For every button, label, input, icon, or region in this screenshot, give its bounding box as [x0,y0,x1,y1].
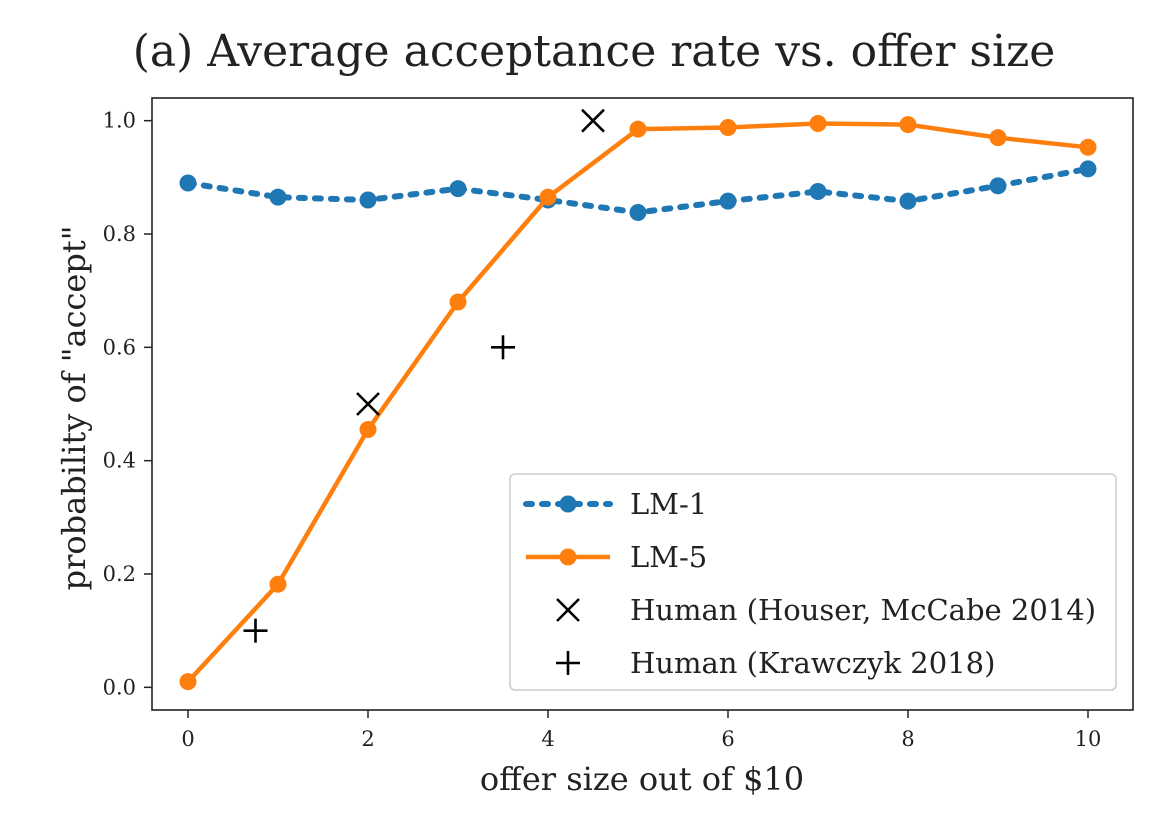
series-point-0 [629,203,647,221]
series-point-3 [243,618,268,643]
series-point-0 [719,192,737,210]
series-point-0 [449,180,467,198]
series-point-0 [359,191,377,209]
legend-label: Human (Houser, McCabe 2014) [630,593,1096,627]
legend-handle-marker [559,495,577,513]
legend-label: Human (Krawczyk 2018) [630,646,995,680]
series-point-1 [899,116,917,134]
legend-item: Human (Krawczyk 2018) [556,646,995,680]
y-tick-label: 0.4 [103,449,136,473]
series-point-0 [179,174,197,192]
chart-title: (a) Average acceptance rate vs. offer si… [133,26,1056,77]
legend-handle [556,651,580,675]
plot-area: 0 2 4 6 8 10 0.0 0.2 0.4 0.6 0.8 1.0 [103,97,1134,751]
series-point-0 [1079,160,1097,178]
x-tick-label: 10 [1075,727,1102,751]
series-point-1 [449,293,467,311]
y-tick-label: 0.2 [103,562,136,586]
legend-item: LM-1 [523,487,707,521]
y-axis-label: probability of "accept" [55,226,93,591]
y-tick-label: 0.8 [103,222,136,246]
x-tick-label: 0 [181,727,194,751]
legend-handle-marker [559,548,577,566]
series-point-0 [809,183,827,200]
legend-item: LM-5 [526,540,707,574]
series-point-1 [359,421,377,438]
series-point-1 [989,129,1007,147]
series-point-1 [629,120,647,138]
y-tick-label: 0.0 [103,675,136,699]
legend-handle [556,598,580,622]
series-point-3 [491,335,515,360]
x-axis-label: offer size out of $10 [480,760,804,798]
x-tick-label: 8 [901,727,914,751]
series-point-1 [179,673,197,691]
series-point-0 [989,177,1007,195]
legend-label: LM-5 [630,540,707,574]
x-tick-label: 6 [721,727,734,751]
plot-frame [151,97,1134,711]
legend-box [509,473,1117,691]
x-tick-label: 2 [361,727,374,751]
series-point-2 [356,392,380,416]
legend-item: Human (Houser, McCabe 2014) [556,593,1096,627]
y-tick-label: 0.6 [103,335,136,359]
series-point-0 [899,192,917,210]
series-point-1 [809,115,827,132]
x-tick-label: 4 [541,727,554,751]
y-tick-label: 1.0 [103,109,136,133]
series-point-1 [539,188,557,206]
series-point-1 [269,575,287,593]
legend-label: LM-1 [630,487,707,521]
series-point-1 [1079,138,1097,156]
series-point-1 [719,118,737,136]
series-point-0 [269,188,287,206]
legend: LM-1 LM-5 Human (Houser, McCabe 2014) Human… [509,473,1117,691]
series-point-2 [581,108,605,133]
